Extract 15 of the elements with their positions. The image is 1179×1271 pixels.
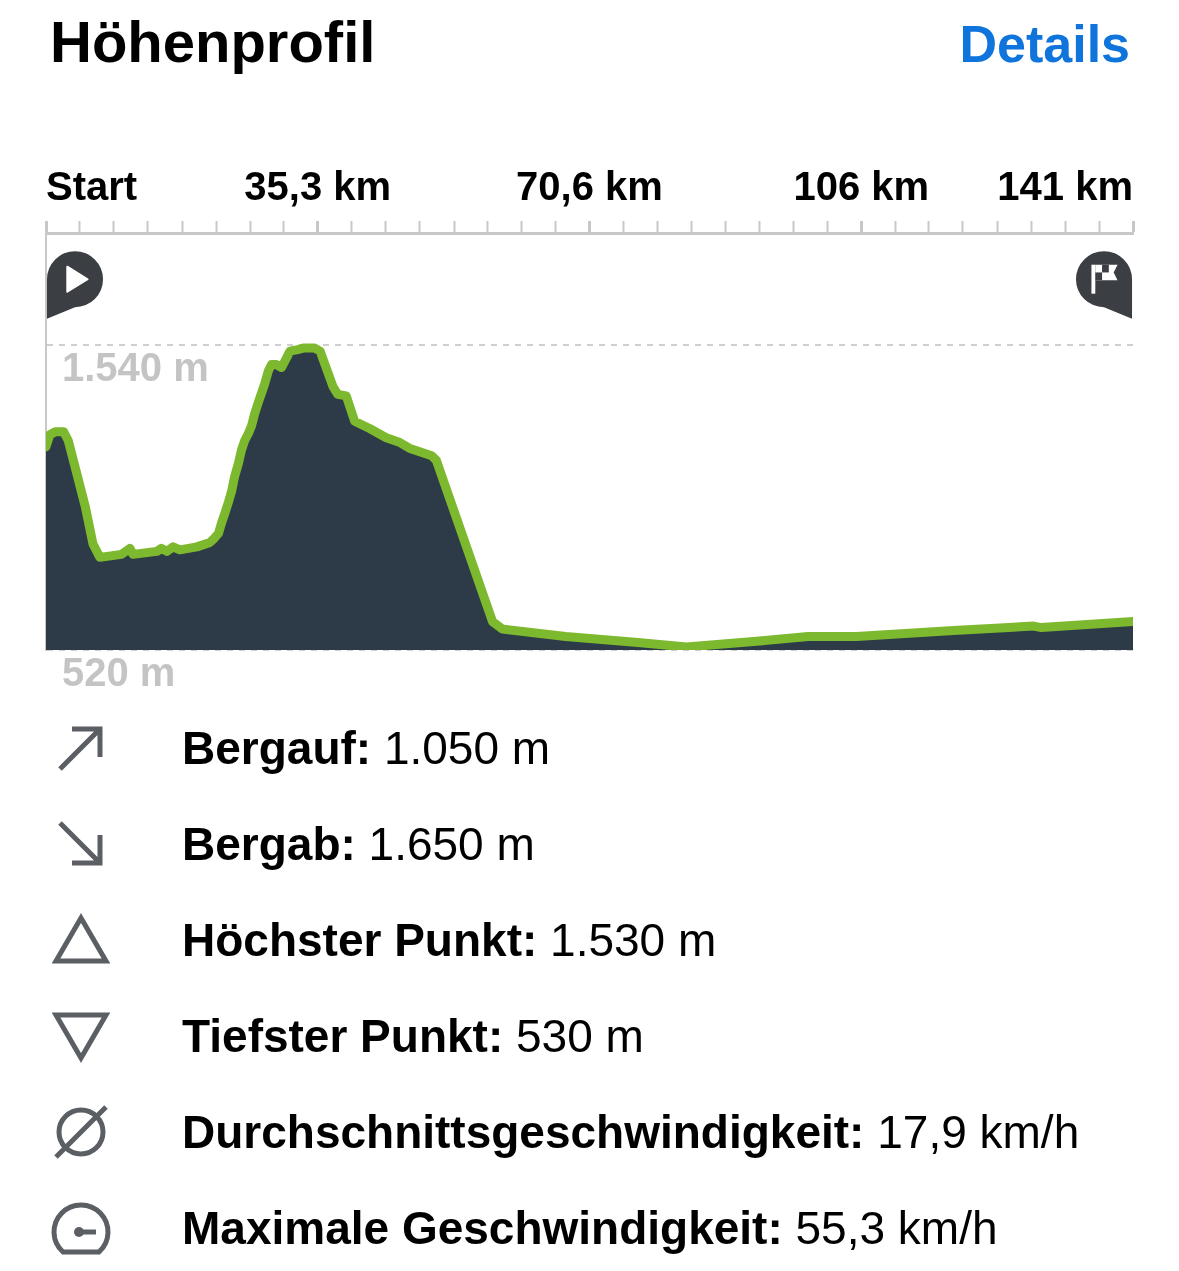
x-tick-label: Start [46,164,138,209]
y-tick-label: 1.540 m [62,345,209,390]
text: Bergab: 1.650 m [182,818,535,870]
text: Bergauf: 1.050 m [182,722,551,774]
y-tick-label: 520 m [62,650,176,695]
text: Höchster Punkt: 1.530 m [182,914,717,966]
x-tick-label: 106 km [793,164,930,209]
x-tick-label: 141 km [997,164,1133,209]
text: Maximale Geschwindigkeit: 55,3 km/h [182,1202,998,1254]
chart-title: Höhenprofil [50,8,376,76]
text: Details [959,14,1130,75]
x-tick-label: 35,3 km [244,164,392,209]
text: Durchschnittsgeschwindigkeit: 17,9 km/h [182,1106,1080,1158]
x-tick-label: 70,6 km [516,164,663,209]
text: Tiefster Punkt: 530 m [182,1010,644,1062]
